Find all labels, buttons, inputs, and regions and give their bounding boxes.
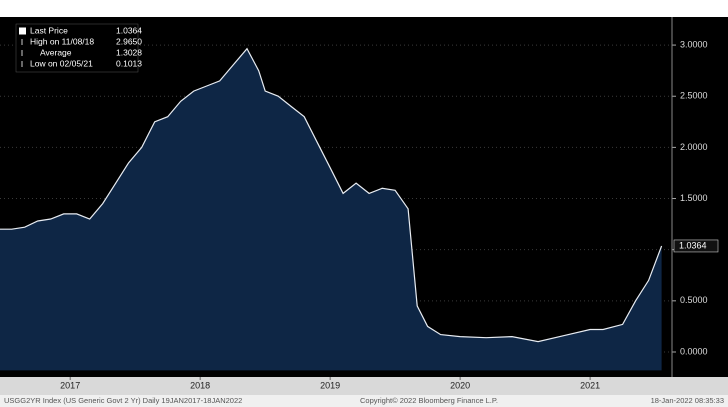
last-price-label: 1.0364 (679, 240, 707, 250)
footer-band (0, 395, 728, 407)
legend-value: 0.1013 (116, 58, 142, 68)
x-tick-label: 2017 (60, 380, 80, 390)
y-tick-label: 0.5000 (680, 295, 708, 305)
footer-text: USGG2YR Index (US Generic Govt 2 Yr) Dai… (4, 396, 242, 405)
x-axis-band (0, 377, 728, 395)
plot (0, 47, 663, 371)
area (0, 48, 662, 371)
footer-text: Copyright© 2022 Bloomberg Finance L.P. (360, 396, 498, 405)
last-price-box (673, 239, 719, 253)
legend: Last Price 1.0364 High on 11/08/18 2.9650 Av… (15, 23, 142, 73)
legend-value: 1.3028 (116, 47, 142, 57)
x-tick-label: 2018 (190, 380, 210, 390)
x-tick-label: 2021 (580, 380, 600, 390)
legend-swatch (19, 27, 26, 35)
y-tick-label: 2.0000 (680, 142, 708, 152)
y-tick-label: 1.5000 (680, 193, 708, 203)
legend-label: Low on 02/05/21 (30, 58, 93, 68)
legend-label: Average (40, 47, 72, 57)
legend-label: High on 11/08/18 (30, 36, 94, 46)
axes: 0.00000.50001.00001.50002.00002.50003.00… (60, 17, 719, 390)
y-tick-label: 0.0000 (680, 346, 708, 356)
y-tick-label: 3.0000 (680, 39, 708, 49)
legend-value: 1.0364 (116, 25, 142, 35)
x-tick-label: 2020 (450, 380, 470, 390)
line (0, 47, 663, 343)
x-tick-label: 2019 (320, 380, 340, 390)
legend-box (15, 23, 139, 73)
legend-value: 2.9650 (116, 36, 142, 46)
legend-label: Last Price (30, 25, 68, 35)
footer-text: 18-Jan-2022 08:35:33 (651, 396, 724, 405)
y-tick-label: 2.5000 (680, 91, 708, 101)
